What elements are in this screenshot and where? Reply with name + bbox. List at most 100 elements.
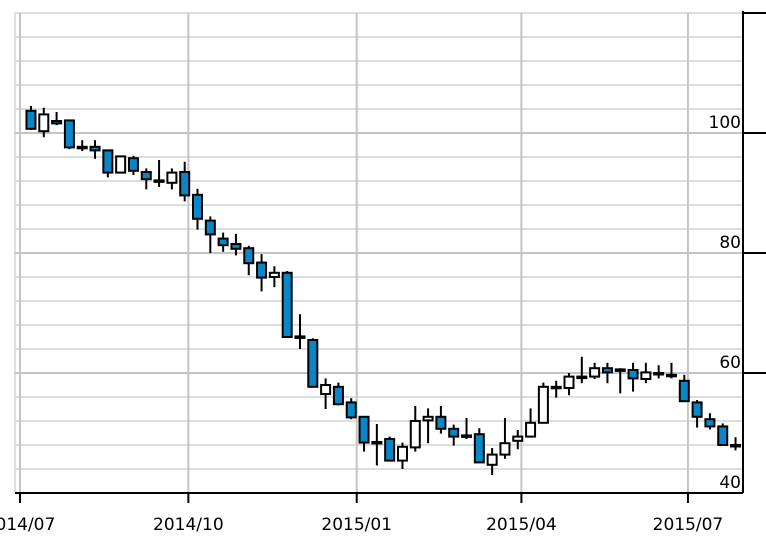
candle-body [63,119,75,149]
x-tick-label: 2015/01 [321,515,392,535]
candle-body [550,385,562,390]
candle [525,408,537,438]
candle-body [614,368,626,372]
candle [153,160,165,187]
candle [653,365,665,379]
candle [358,415,370,452]
candle [38,107,50,138]
candle [396,442,408,469]
candle [550,380,562,398]
candle-body [525,421,537,438]
candle [25,106,37,130]
candle [409,406,421,452]
grid [14,12,743,493]
candle [140,168,152,190]
candle-body [166,171,178,184]
candle-body [435,415,447,430]
candle [115,155,127,174]
candle-body [665,373,677,378]
candle [512,430,524,450]
candle [563,373,575,396]
candle-body [25,109,37,130]
candle-body [537,385,549,424]
candle-body [345,401,357,419]
candle-body [448,427,460,438]
candle-body [371,441,383,445]
candle-body [230,243,242,250]
candle [345,398,357,420]
candle [217,232,229,252]
candle-body [653,372,665,376]
candle-body [140,171,152,181]
y-tick-label: 80 [719,233,741,253]
candle-body [730,444,742,448]
candle [230,233,242,256]
candle-body [576,375,588,380]
x-tick-label: 2015/07 [653,515,724,535]
candle-body [320,384,332,395]
candle-body [102,149,114,174]
candle [730,437,742,451]
candle [473,428,485,464]
candle-body [76,145,88,150]
candle-body [153,179,165,183]
candle-body [51,120,63,125]
candle [576,356,588,384]
candle-body [473,433,485,464]
candle-body [627,369,639,380]
candle [691,400,703,428]
candle [281,271,293,338]
candle-body [281,271,293,338]
axes: 2014/07 2014/10 2015/01 2015/04 2015/07 40 60 8… [0,11,766,535]
candle [448,424,460,446]
candle-body [601,367,613,374]
candle-body [384,438,396,462]
candle-body [640,371,652,380]
candle [307,338,319,388]
candle [486,448,498,475]
candle-body [127,157,139,172]
x-tick-label: 2015/04 [486,515,557,535]
y-tick-label: 40 [719,473,741,493]
candle [499,418,511,459]
candle [127,155,139,175]
candle [665,362,677,379]
candle [640,362,652,384]
candle-body [89,145,101,152]
candle [371,424,383,466]
candle [601,362,613,384]
candle [678,374,690,403]
candle [192,188,204,230]
candle [717,423,729,446]
candle [627,362,639,392]
candle-body [38,113,50,133]
candle-body [409,420,421,449]
candle-body [422,415,434,422]
candle [704,413,716,430]
candle [294,314,306,349]
candle-body [243,247,255,265]
candle [614,368,626,394]
candle-body [691,401,703,418]
candle-body [358,415,370,444]
candle [268,266,280,288]
candle-body [217,237,229,247]
candle-body [307,339,319,388]
candle [51,112,63,126]
candle [422,408,434,444]
candle-body [589,367,601,378]
candle-body [332,385,344,406]
x-tick-label: 2014/07 [0,515,55,535]
candle-body [115,155,127,174]
candle-body [461,434,473,438]
candle-body [192,193,204,220]
candle [435,406,447,434]
candle [332,382,344,406]
candle-body [704,418,716,428]
candle-body [204,219,216,236]
candle-body [486,453,498,466]
candles [25,106,742,475]
candle [384,436,396,462]
candle-body [678,379,690,403]
